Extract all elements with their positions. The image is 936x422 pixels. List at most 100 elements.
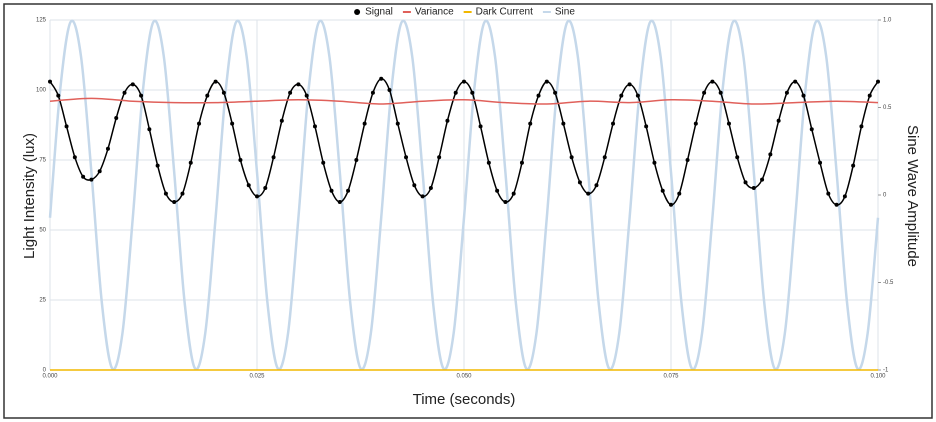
- data-point: [768, 152, 773, 157]
- data-point: [263, 186, 268, 190]
- data-point: [312, 124, 317, 129]
- x-tick-label: 0.100: [870, 374, 886, 380]
- data-point: [188, 160, 193, 165]
- data-point: [122, 90, 127, 95]
- data-point: [793, 79, 798, 84]
- data-point: [445, 118, 450, 123]
- data-point: [404, 155, 409, 160]
- data-point: [809, 127, 814, 132]
- data-point: [97, 169, 102, 174]
- data-point: [784, 90, 789, 95]
- data-point: [577, 180, 582, 185]
- x-tick-label: 0.025: [249, 374, 265, 380]
- data-point: [503, 200, 508, 204]
- data-point: [495, 188, 500, 193]
- data-point: [478, 124, 483, 129]
- y-axis-title: Light Intensity (lux): [21, 133, 38, 259]
- data-point: [453, 90, 458, 95]
- data-point: [354, 158, 359, 162]
- data-point: [876, 79, 880, 84]
- data-point: [213, 79, 218, 84]
- data-point: [834, 202, 839, 207]
- data-point: [197, 121, 202, 126]
- data-point: [685, 158, 690, 162]
- data-point: [859, 124, 864, 129]
- data-point: [56, 93, 61, 98]
- data-point: [304, 93, 309, 98]
- data-point: [660, 188, 665, 193]
- x-tick-label: 0.000: [42, 374, 58, 380]
- data-point: [387, 88, 392, 92]
- data-point: [519, 160, 524, 165]
- data-point: [677, 191, 682, 196]
- y-tick-label: 125: [36, 18, 47, 24]
- data-point: [105, 146, 110, 151]
- data-point: [470, 90, 475, 95]
- y2-tick-label: 0: [883, 193, 887, 199]
- x-axis-title: Time (seconds): [413, 391, 516, 408]
- data-point: [553, 90, 558, 95]
- data-point: [702, 90, 707, 95]
- data-point: [329, 188, 334, 193]
- data-point: [139, 93, 144, 98]
- legend-label: Sine: [555, 7, 575, 18]
- y-tick-label: 100: [36, 88, 47, 94]
- data-point: [718, 90, 723, 95]
- data-point: [751, 186, 756, 190]
- data-point: [246, 183, 251, 188]
- data-point: [569, 155, 574, 160]
- data-point: [801, 93, 806, 98]
- data-point: [710, 79, 715, 84]
- legend: Signal Variance Dark Current Sine: [354, 7, 575, 18]
- data-point: [296, 82, 301, 87]
- data-point: [180, 191, 185, 196]
- data-point: [826, 191, 831, 196]
- data-point: [726, 121, 731, 126]
- y-tick-label: 25: [39, 298, 46, 304]
- data-point: [163, 191, 168, 196]
- series-line: [48, 19, 880, 371]
- legend-marker: [354, 9, 361, 15]
- data-point: [635, 93, 640, 98]
- data-point: [205, 93, 210, 98]
- data-point: [379, 76, 384, 81]
- data-point: [395, 121, 400, 126]
- data-point: [221, 90, 226, 95]
- data-point: [428, 186, 433, 190]
- y2-tick-label: 1.0: [883, 18, 892, 24]
- data-point: [627, 82, 632, 87]
- data-point: [842, 194, 847, 199]
- y2-axis-title: Sine Wave Amplitude: [904, 125, 921, 267]
- x-tick-label: 0.075: [663, 374, 679, 380]
- data-point: [735, 155, 740, 160]
- data-point: [271, 155, 276, 160]
- data-point: [743, 180, 748, 185]
- frame: [3, 3, 933, 419]
- data-point: [155, 163, 160, 168]
- data-point: [867, 93, 872, 98]
- data-point: [586, 191, 591, 196]
- data-point: [420, 194, 425, 199]
- data-point: [114, 116, 119, 120]
- data-point: [288, 90, 293, 95]
- data-point: [362, 121, 367, 126]
- y-tick-label: 75: [39, 158, 46, 164]
- data-point: [130, 82, 135, 87]
- y-tick-label: 50: [39, 228, 46, 234]
- data-point: [346, 188, 351, 193]
- data-point: [255, 194, 259, 199]
- data-point: [536, 93, 541, 98]
- x-tick-label: 0.050: [456, 374, 472, 380]
- data-point: [602, 155, 607, 160]
- data-point: [172, 200, 177, 204]
- data-point: [279, 118, 284, 123]
- data-point: [486, 160, 491, 165]
- data-point: [81, 174, 86, 179]
- data-point: [760, 177, 765, 182]
- y-tick-label: 0: [43, 368, 47, 374]
- data-point: [337, 200, 342, 204]
- data-point: [89, 177, 94, 182]
- data-point: [544, 79, 549, 84]
